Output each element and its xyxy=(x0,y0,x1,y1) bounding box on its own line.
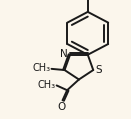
Text: N: N xyxy=(60,49,67,59)
Text: S: S xyxy=(96,65,102,75)
Text: O: O xyxy=(58,102,66,112)
Text: CH₃: CH₃ xyxy=(33,63,51,73)
Text: CH₃: CH₃ xyxy=(38,80,56,90)
